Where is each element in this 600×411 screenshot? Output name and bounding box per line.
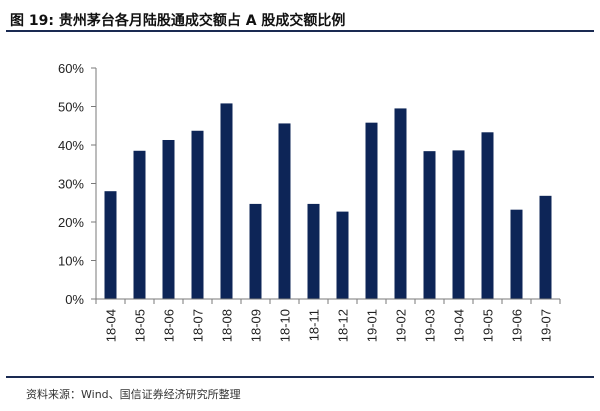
bar: [133, 150, 146, 299]
bar: [452, 150, 465, 299]
figure-title-bar: 图 19: 贵州茅台各月陆股通成交额占 A 股成交额比例: [6, 6, 594, 32]
x-tick-label: 18-12: [336, 309, 351, 342]
bar: [365, 122, 378, 299]
x-tick-label: 18-08: [220, 309, 235, 342]
x-tick-label: 18-05: [133, 309, 148, 342]
y-tick-label: 0%: [65, 292, 84, 307]
bar-chart: 0%10%20%30%40%50%60% 18-04 18-05 18-06 18-0…: [58, 61, 561, 342]
y-axis: 0% 10% 20% 30% 40% 50% 60%: [58, 61, 97, 307]
x-tick-label: 19-04: [452, 309, 467, 342]
bar: [191, 130, 204, 299]
figure-title: 图 19: 贵州茅台各月陆股通成交额占 A 股成交额比例: [10, 13, 346, 29]
x-tick-label: 19-07: [539, 309, 554, 342]
bar: [394, 108, 407, 299]
x-tick-label: 19-01: [365, 309, 380, 342]
y-tick-label: 40%: [58, 138, 84, 153]
x-tick-label: 19-03: [423, 309, 438, 342]
x-tick-label: 18-06: [162, 309, 177, 342]
x-tick-label: 18-11: [307, 309, 322, 341]
bar: [336, 211, 349, 299]
bar: [481, 132, 494, 299]
bar: [539, 195, 552, 299]
y-tick-label: 30%: [58, 177, 84, 192]
bar: [510, 209, 523, 299]
bar: [307, 203, 320, 299]
bar: [104, 191, 117, 299]
x-tick-label: 19-05: [481, 309, 496, 342]
bar: [249, 203, 262, 299]
x-tick-label: 18-10: [278, 309, 293, 342]
x-tick-label: 18-07: [191, 309, 206, 342]
x-axis: 18-04 18-05 18-06 18-07 18-08 18-09 18-10 18-11…: [95, 298, 561, 342]
bar: [220, 103, 233, 299]
x-tick-label: 19-02: [394, 309, 409, 342]
x-tick-label: 19-06: [510, 309, 525, 342]
bar: [162, 139, 175, 299]
y-tick-label: 50%: [58, 100, 84, 115]
bars-group: [104, 103, 552, 299]
x-tick-label: 18-09: [249, 309, 264, 342]
bar: [423, 151, 436, 299]
source-note: 资料来源：Wind、国信证券经济研究所整理: [26, 388, 241, 401]
x-tick-label: 18-04: [104, 309, 119, 342]
y-tick-label: 20%: [58, 215, 84, 230]
source-bar: 资料来源：Wind、国信证券经济研究所整理: [6, 376, 594, 406]
y-tick-label: 60%: [58, 61, 84, 76]
y-tick-label: 10%: [58, 254, 84, 269]
bar: [278, 123, 291, 299]
